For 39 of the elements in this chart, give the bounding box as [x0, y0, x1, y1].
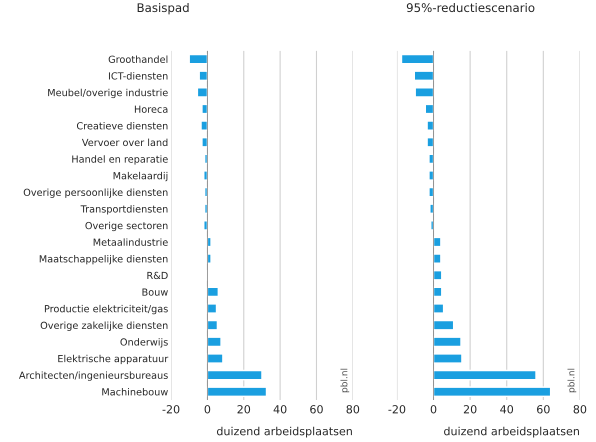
x-tick-label: 40 [274, 405, 286, 414]
x-tick-label: 0 [430, 405, 436, 414]
y-tick-label: Overige zakelijke diensten [40, 321, 168, 331]
y-tick-label: Architecten/ingenieursbureaus [18, 371, 168, 381]
y-tick-label: Maatschappelijke diensten [40, 254, 168, 264]
x-tick-label: 80 [574, 405, 586, 414]
x-axis-title: duizend arbeidsplaatsen [444, 426, 579, 438]
x-tick-label: -20 [162, 405, 180, 414]
x-tick-label: 20 [238, 405, 250, 414]
x-tick-label: 80 [346, 405, 360, 414]
y-tick-label: Machinebouw [102, 388, 168, 396]
x-tick-label: 0 [204, 405, 210, 414]
y-tick-label: Bouw [142, 288, 168, 296]
y-tick-label: Meubel/overige industrie [48, 88, 168, 98]
x-tick-label: 60 [537, 405, 550, 414]
y-tick-label: Overige persoonlijke diensten [24, 188, 168, 198]
y-tick-label: Groothandel [108, 55, 168, 63]
y-tick-label: Vervoer over land [82, 138, 168, 146]
y-tick-label: Makelaardij [114, 172, 168, 182]
x-tick-label: -20 [388, 405, 406, 414]
y-tick-label: R&D [147, 272, 168, 280]
y-tick-label: Metaalindustrie [94, 238, 168, 246]
x-axis-title: duizend arbeidsplaatsen [216, 426, 352, 438]
y-tick-label: Transportdiensten [80, 205, 168, 215]
y-tick-label: Creatieve diensten [76, 122, 168, 130]
y-tick-label: Handel en reparatie [72, 155, 168, 165]
y-tick-label: Productie elektriciteit/gas [44, 304, 168, 314]
y-tick-label: Overige sectoren [85, 222, 168, 232]
annotation: pbl.nl [568, 368, 576, 392]
y-tick-label: Onderwijs [120, 338, 168, 348]
y-tick-label: ICT-diensten [108, 72, 168, 80]
annotation: pbl.nl [340, 368, 350, 392]
x-tick-label: 60 [310, 405, 323, 414]
chart-title: 95%-reductiescenario [406, 2, 534, 12]
chart-title: Basispad [138, 2, 189, 14]
x-tick-label: 20 [464, 405, 476, 414]
y-tick-label: Horeca [134, 106, 168, 113]
x-tick-label: 40 [500, 405, 514, 414]
y-tick-label: Elektrische apparatuur [58, 354, 168, 364]
